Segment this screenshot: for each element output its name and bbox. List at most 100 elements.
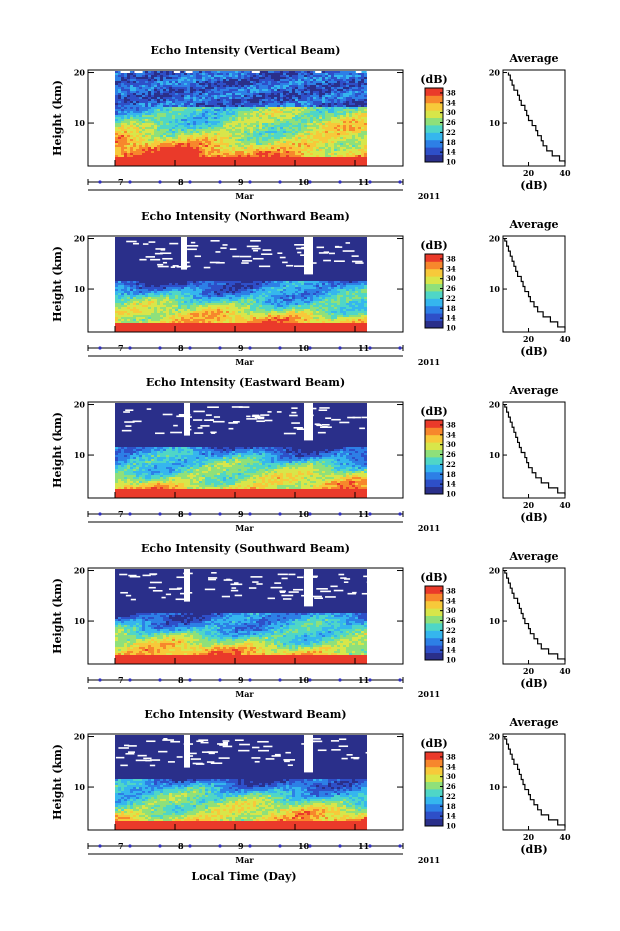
colorbar-tick-label: 14 <box>446 148 456 157</box>
colorbar-tick-label: 14 <box>446 646 456 655</box>
colorbar-swatch <box>425 586 443 594</box>
data-gap <box>181 237 187 270</box>
colorbar-tick-label: 18 <box>446 802 456 811</box>
colorbar-swatch <box>425 434 443 443</box>
time-axis-marker <box>398 844 402 848</box>
colorbar-tick-label: 30 <box>446 440 456 449</box>
colorbar-unit: (dB) <box>420 405 447 418</box>
colorbar-frame <box>424 253 444 329</box>
average-title: Average <box>508 384 558 397</box>
colorbar-swatch <box>425 254 443 262</box>
time-axis-marker <box>188 844 192 848</box>
x-tick-label: 8 <box>178 177 184 187</box>
time-axis-marker <box>398 180 402 184</box>
time-axis-marker <box>128 844 132 848</box>
y-axis-label: Height (km) <box>51 412 64 488</box>
colorbar-swatch <box>425 796 443 805</box>
year-label: 2011 <box>418 523 440 533</box>
time-axis-marker <box>128 678 132 682</box>
colorbar-swatch <box>425 652 443 661</box>
average-frame <box>502 733 566 831</box>
panel-title: Echo Intensity (Vertical Beam) <box>150 44 340 57</box>
average-frame <box>502 69 566 167</box>
colorbar-tick-label: 10 <box>446 656 456 665</box>
time-axis-marker <box>188 346 192 350</box>
time-axis-marker <box>338 346 342 350</box>
colorbar-frame <box>424 419 444 495</box>
colorbar-tick-label: 30 <box>446 606 456 615</box>
month-label: Mar <box>235 689 254 699</box>
colorbar-tick-label: 18 <box>446 636 456 645</box>
y-axis-label: Height (km) <box>51 246 64 322</box>
x-tick-label: 7 <box>118 841 124 851</box>
time-axis-marker <box>218 180 222 184</box>
average-x-tick-label: 20 <box>523 168 535 178</box>
year-label: 2011 <box>418 191 440 201</box>
colorbar-swatch <box>425 427 443 436</box>
time-axis-marker <box>98 346 102 350</box>
y-tick-label: 20 <box>74 234 86 244</box>
colorbar-tick-label: 22 <box>446 128 456 137</box>
average-xlabel: (dB) <box>520 511 547 524</box>
time-axis-marker <box>368 678 372 682</box>
colorbar-swatch <box>425 600 443 609</box>
time-axis-marker <box>158 346 162 350</box>
colorbar-swatch <box>425 803 443 812</box>
x-tick-label: 11 <box>358 509 369 519</box>
panel-northward: Echo Intensity (Northward Beam) 10 20 Heigh… <box>51 210 571 367</box>
colorbar-swatch <box>425 88 443 96</box>
average-y-tick-label: 20 <box>489 234 501 244</box>
time-axis-marker <box>218 512 222 516</box>
colorbar-swatch <box>425 276 443 284</box>
colorbar-tick-label: 10 <box>446 490 456 499</box>
x-tick-label: 10 <box>298 675 310 685</box>
x-tick-label: 10 <box>298 177 310 187</box>
year-label: 2011 <box>418 855 440 865</box>
data-gap <box>184 735 190 768</box>
y-tick-label: 10 <box>74 118 86 128</box>
x-tick-label: 7 <box>118 509 124 519</box>
colorbar-swatch <box>425 154 443 163</box>
colorbar-swatch <box>425 139 443 148</box>
colorbar-tick-label: 22 <box>446 294 456 303</box>
colorbar-swatch <box>425 117 443 126</box>
time-axis-marker <box>368 512 372 516</box>
colorbar-swatch <box>425 313 443 321</box>
time-axis-marker <box>368 180 372 184</box>
colorbar-tick-label: 14 <box>446 314 456 323</box>
colorbar-swatch <box>425 125 443 133</box>
average-y-tick-label: 20 <box>489 400 501 410</box>
average-frame <box>502 401 566 499</box>
time-axis-marker <box>308 844 312 848</box>
colorbar-swatch <box>425 471 443 480</box>
y-tick-label: 10 <box>74 782 86 792</box>
colorbar-frame <box>424 751 444 827</box>
y-tick-label: 20 <box>74 400 86 410</box>
colorbar-tick-label: 18 <box>446 304 456 313</box>
x-tick-label: 7 <box>118 177 124 187</box>
average-profile-line <box>504 404 566 496</box>
colorbar-tick-label: 26 <box>446 118 456 127</box>
panel-title: Echo Intensity (Southward Beam) <box>141 542 350 555</box>
average-frame <box>502 235 566 333</box>
colorbar-tick-label: 22 <box>446 792 456 801</box>
colorbar-swatch <box>425 479 443 487</box>
average-title: Average <box>508 218 558 231</box>
colorbar-tick-label: 38 <box>446 586 456 595</box>
colorbar-tick-label: 38 <box>446 420 456 429</box>
colorbar-tick-label: 26 <box>446 782 456 791</box>
colorbar-tick-label: 26 <box>446 450 456 459</box>
average-y-tick-label: 20 <box>489 732 501 742</box>
time-axis-marker <box>278 346 282 350</box>
time-axis-marker <box>248 512 252 516</box>
colorbar-swatch <box>425 759 443 768</box>
month-label: Mar <box>235 855 254 865</box>
time-axis-marker <box>368 346 372 350</box>
colorbar-swatch <box>425 818 443 827</box>
time-axis-marker <box>218 844 222 848</box>
colorbar-swatch <box>425 261 443 270</box>
colorbar-swatch <box>425 442 443 450</box>
colorbar-swatch <box>425 457 443 465</box>
time-axis-marker <box>338 844 342 848</box>
average-profile-line <box>504 238 566 330</box>
